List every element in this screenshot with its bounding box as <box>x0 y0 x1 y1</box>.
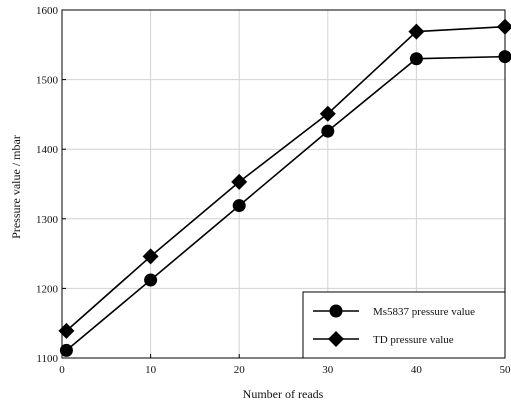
y-tick-label-4: 1500 <box>36 75 59 87</box>
x-tick-label-3: 30 <box>322 364 334 376</box>
y-tick-label-0: 1100 <box>36 353 58 365</box>
x-axis-label: Number of reads <box>243 387 324 401</box>
x-tick-label-4: 40 <box>411 364 423 376</box>
x-tick-label-5: 50 <box>500 364 511 376</box>
y-tick-label-3: 1400 <box>36 144 59 156</box>
y-tick-label-2: 1300 <box>36 214 59 226</box>
legend-marker-0 <box>330 305 343 318</box>
series-1 <box>58 19 511 339</box>
legend-box <box>303 292 505 358</box>
data-point-0-2 <box>233 199 246 212</box>
data-point-0-0 <box>60 344 73 357</box>
x-tick-label-1: 10 <box>145 364 157 376</box>
y-axis-label: Pressure value / mbar <box>9 135 23 239</box>
x-tick-label-0: 0 <box>59 364 65 376</box>
data-point-0-3 <box>321 125 334 138</box>
data-point-0-4 <box>410 52 423 65</box>
legend-item-1: TD pressure value <box>313 331 454 347</box>
data-point-0-1 <box>144 274 157 287</box>
data-point-0-5 <box>499 50 511 63</box>
y-tick-label-5: 1600 <box>36 5 59 17</box>
x-tick-label-2: 20 <box>234 364 246 376</box>
series-line-1 <box>66 27 505 331</box>
data-point-1-5 <box>497 19 511 35</box>
legend-label-0: Ms5837 pressure value <box>373 306 475 318</box>
legend-label-1: TD pressure value <box>373 334 454 346</box>
legend: Ms5837 pressure value TD pressure value <box>303 292 505 358</box>
legend-item-0: Ms5837 pressure value <box>313 305 475 319</box>
y-tick-label-1: 1200 <box>36 283 59 295</box>
